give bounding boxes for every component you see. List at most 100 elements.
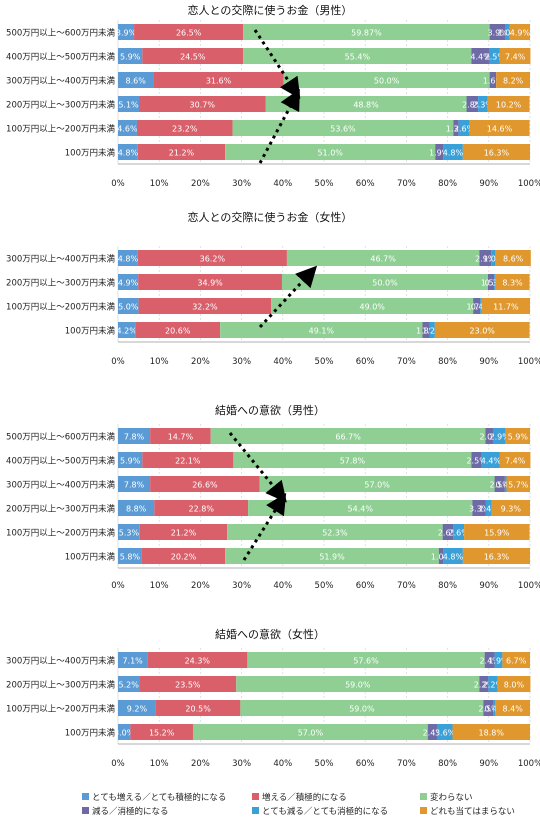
category-label: 100万円未満 bbox=[65, 552, 116, 563]
bar-segment bbox=[471, 452, 482, 468]
data-label: 16.3% bbox=[484, 149, 510, 158]
trend-arrow bbox=[258, 265, 318, 329]
bar-segment bbox=[464, 524, 530, 540]
data-label: 1.2% bbox=[422, 327, 443, 336]
data-label: 1.9% bbox=[429, 149, 450, 158]
data-label: 8.0% bbox=[504, 681, 525, 690]
bar-segment bbox=[118, 676, 140, 692]
bar-segment bbox=[485, 500, 492, 516]
legend-swatch bbox=[252, 807, 259, 814]
data-label: 5.1% bbox=[118, 101, 139, 110]
data-label: 57.8% bbox=[340, 457, 366, 466]
data-label: 49.0% bbox=[359, 303, 385, 312]
data-label: 1.0% bbox=[431, 553, 452, 562]
bar-segment bbox=[142, 452, 234, 468]
data-label: 20.6% bbox=[165, 327, 191, 336]
data-label: 57.6% bbox=[353, 657, 379, 666]
bar-segment bbox=[118, 250, 138, 266]
data-label: 0.4% bbox=[484, 705, 505, 714]
legend-label: とても減る／とても消極的になる bbox=[262, 806, 388, 817]
data-label: 23.2% bbox=[172, 125, 198, 134]
legend-label: どれも当てはまらない bbox=[430, 806, 515, 817]
bar-segment bbox=[147, 652, 248, 668]
data-label: 2.6% bbox=[454, 125, 475, 134]
category-label: 400万円以上〜500万円未満 bbox=[6, 456, 115, 467]
bar-segment bbox=[265, 96, 467, 112]
bar-segment bbox=[495, 274, 530, 290]
bar-segment bbox=[259, 476, 495, 492]
bar-segment bbox=[462, 548, 530, 564]
data-label: 4.8% bbox=[443, 149, 464, 158]
data-label: 57.0% bbox=[364, 481, 390, 490]
data-label: 6.7% bbox=[506, 657, 527, 666]
data-label: 52.3% bbox=[322, 529, 348, 538]
legend-swatch bbox=[420, 793, 427, 800]
category-label: 300万円以上〜400万円未満 bbox=[6, 76, 115, 87]
bar-segment bbox=[504, 476, 507, 492]
bar-segment bbox=[137, 250, 287, 266]
bar-segment bbox=[487, 274, 495, 290]
tick-label: 20% bbox=[191, 179, 210, 189]
tick-label: 60% bbox=[356, 357, 375, 367]
tick-label: 90% bbox=[479, 759, 498, 769]
bar-segment bbox=[118, 322, 136, 338]
data-label: 2.0% bbox=[479, 433, 500, 442]
tick-label: 80% bbox=[438, 357, 457, 367]
category-label: 500万円以上〜600万円未満 bbox=[6, 432, 115, 443]
bar-segment bbox=[505, 428, 530, 444]
data-label: 46.7% bbox=[370, 255, 396, 264]
bar-segment bbox=[496, 72, 530, 88]
bar-segment bbox=[509, 24, 530, 40]
tick-label: 100% bbox=[518, 357, 540, 367]
tick-label: 80% bbox=[438, 179, 457, 189]
bar-segment bbox=[506, 476, 530, 492]
data-label: 20.2% bbox=[171, 553, 197, 562]
data-label: 0.3% bbox=[485, 279, 506, 288]
tick-label: 50% bbox=[315, 357, 334, 367]
bar-segment bbox=[141, 548, 226, 564]
data-label: 4.4% bbox=[470, 53, 491, 62]
data-label: 50.0% bbox=[372, 279, 398, 288]
data-label: 3.9% bbox=[116, 29, 137, 38]
bar-segment bbox=[499, 48, 531, 64]
category-label: 100万円未満 bbox=[65, 148, 116, 159]
bar-segment bbox=[494, 652, 503, 668]
bar-segment bbox=[491, 250, 496, 266]
data-label: 59.0% bbox=[349, 705, 375, 714]
bar-segment bbox=[485, 428, 494, 444]
bar-segment bbox=[491, 500, 530, 516]
bar-segment bbox=[443, 548, 463, 564]
bar-segment bbox=[118, 724, 131, 740]
bar-segment bbox=[153, 72, 284, 88]
bar-segment bbox=[150, 476, 260, 492]
legend-swatch bbox=[82, 807, 89, 814]
category-label: 300万円以上〜400万円未満 bbox=[6, 254, 115, 265]
bar-segment bbox=[271, 298, 474, 314]
data-label: 2.2% bbox=[483, 681, 504, 690]
data-label: 59.0% bbox=[345, 681, 371, 690]
bar-segment bbox=[452, 724, 530, 740]
bar-segment bbox=[494, 476, 505, 492]
data-label: 3.9% bbox=[487, 29, 508, 38]
tick-label: 100% bbox=[518, 759, 540, 769]
bar-segment bbox=[130, 724, 193, 740]
bar-segment bbox=[236, 676, 480, 692]
data-label: 32.2% bbox=[192, 303, 218, 312]
bar-segment bbox=[479, 676, 489, 692]
legend-label: 増える／積極的になる bbox=[262, 792, 347, 803]
category-label: 100万円以上〜200万円未満 bbox=[6, 302, 115, 313]
chart-title: 結婚への意欲（男性） bbox=[215, 403, 325, 417]
tick-label: 0% bbox=[111, 357, 125, 367]
category-label: 100万円以上〜200万円未満 bbox=[6, 124, 115, 135]
tick-label: 80% bbox=[438, 581, 457, 591]
data-label: 5.9% bbox=[508, 433, 529, 442]
category-label: 300万円以上〜400万円未満 bbox=[6, 656, 115, 667]
bar-segment bbox=[471, 48, 490, 64]
data-label: 2.2% bbox=[474, 681, 495, 690]
bar-segment bbox=[484, 652, 495, 668]
tick-label: 0% bbox=[111, 759, 125, 769]
category-label: 200万円以上〜300万円未満 bbox=[6, 100, 115, 111]
bar-segment bbox=[488, 676, 498, 692]
bar-segment bbox=[434, 322, 530, 338]
data-label: 36.2% bbox=[200, 255, 226, 264]
